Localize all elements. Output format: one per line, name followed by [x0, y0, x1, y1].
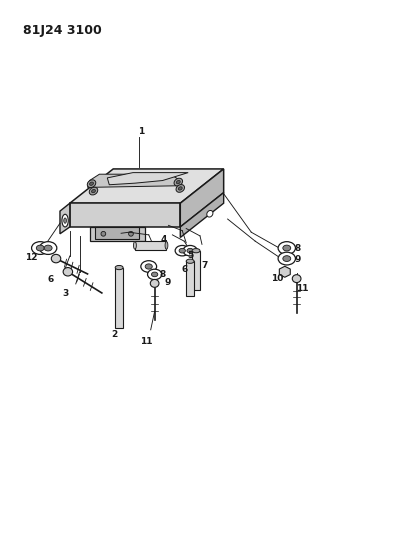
Polygon shape [60, 203, 70, 234]
Polygon shape [70, 169, 224, 203]
Ellipse shape [179, 248, 186, 253]
Ellipse shape [89, 187, 98, 195]
Ellipse shape [283, 270, 286, 273]
Ellipse shape [283, 245, 291, 251]
Text: 9: 9 [295, 255, 301, 264]
Polygon shape [96, 227, 139, 239]
Text: 8: 8 [160, 270, 166, 279]
Ellipse shape [187, 248, 193, 253]
Text: 6: 6 [48, 275, 54, 284]
Text: 11: 11 [140, 337, 153, 346]
Text: 6: 6 [182, 265, 188, 273]
Text: 8: 8 [295, 244, 301, 253]
Polygon shape [135, 241, 166, 250]
Ellipse shape [32, 241, 49, 254]
Polygon shape [180, 192, 224, 238]
Ellipse shape [62, 214, 68, 227]
Ellipse shape [87, 180, 96, 188]
Ellipse shape [115, 265, 123, 270]
Ellipse shape [278, 241, 296, 254]
Polygon shape [70, 203, 180, 227]
Ellipse shape [101, 231, 106, 236]
Polygon shape [279, 266, 290, 277]
Ellipse shape [64, 218, 66, 223]
Text: 5: 5 [188, 252, 194, 261]
Ellipse shape [40, 241, 57, 254]
Ellipse shape [129, 231, 133, 236]
Polygon shape [88, 174, 180, 188]
Polygon shape [180, 169, 224, 227]
Text: 2: 2 [111, 329, 117, 338]
Ellipse shape [152, 272, 158, 277]
Ellipse shape [292, 274, 301, 282]
Polygon shape [115, 268, 123, 328]
Ellipse shape [176, 184, 184, 192]
Polygon shape [186, 261, 194, 295]
Text: 7: 7 [202, 261, 208, 270]
Ellipse shape [174, 178, 182, 186]
Ellipse shape [90, 182, 94, 185]
Text: 1: 1 [138, 127, 145, 136]
Ellipse shape [283, 256, 291, 262]
Text: 12: 12 [25, 253, 38, 262]
Ellipse shape [148, 269, 162, 280]
Ellipse shape [186, 259, 194, 263]
Ellipse shape [178, 187, 182, 190]
Text: 9: 9 [164, 278, 171, 287]
Polygon shape [107, 173, 188, 185]
Ellipse shape [63, 268, 72, 276]
Text: 3: 3 [63, 289, 69, 298]
Text: 81J24 3100: 81J24 3100 [22, 24, 101, 37]
Polygon shape [192, 251, 200, 290]
Ellipse shape [51, 254, 61, 263]
Polygon shape [90, 227, 145, 241]
Ellipse shape [175, 246, 189, 256]
Ellipse shape [141, 261, 157, 272]
Ellipse shape [183, 246, 197, 256]
Ellipse shape [165, 241, 168, 249]
Ellipse shape [36, 245, 44, 251]
Ellipse shape [150, 279, 159, 287]
Ellipse shape [207, 211, 213, 217]
Text: 11: 11 [296, 284, 309, 293]
Ellipse shape [176, 181, 180, 184]
Text: 10: 10 [271, 273, 283, 282]
Ellipse shape [92, 189, 96, 193]
Ellipse shape [278, 252, 296, 265]
Ellipse shape [145, 264, 152, 269]
Ellipse shape [44, 245, 52, 251]
Ellipse shape [192, 248, 200, 253]
Text: 4: 4 [160, 235, 167, 244]
Ellipse shape [134, 241, 136, 249]
